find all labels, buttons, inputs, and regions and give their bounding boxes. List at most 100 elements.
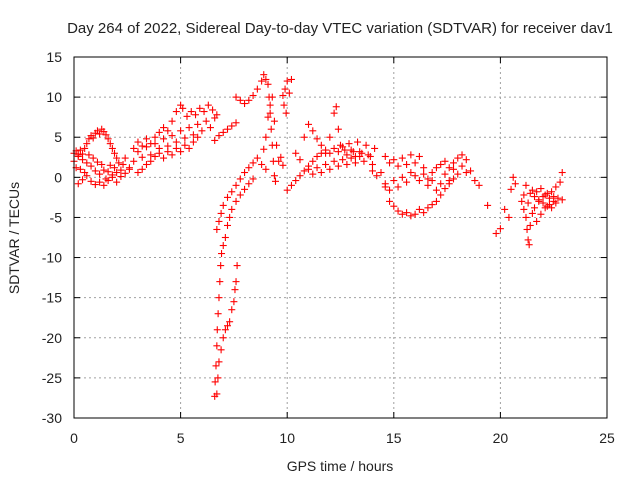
- data-point: [558, 169, 566, 177]
- data-point: [232, 181, 240, 189]
- data-point: [83, 159, 91, 167]
- data-point: [232, 278, 240, 286]
- data-point: [236, 96, 244, 104]
- data-point: [528, 186, 536, 194]
- data-point: [351, 159, 359, 167]
- data-point: [368, 167, 376, 175]
- data-point: [511, 180, 519, 188]
- data-point: [415, 205, 423, 213]
- data-point: [151, 152, 159, 160]
- data-point: [441, 157, 449, 165]
- data-point: [281, 85, 289, 93]
- data-point: [326, 165, 334, 173]
- data-point: [377, 169, 385, 177]
- data-point: [134, 169, 142, 177]
- data-point: [386, 159, 394, 167]
- data-point: [326, 133, 334, 141]
- data-point: [390, 156, 398, 164]
- axis-ticks: 0 5 10 15 20 25 -30 -25 -20 -15 -10 -5 0 5 10 15: [42, 49, 615, 446]
- data-point: [121, 154, 129, 162]
- data-point: [83, 172, 91, 180]
- data-point: [341, 146, 349, 154]
- data-point: [177, 127, 185, 135]
- data-point: [258, 77, 266, 85]
- data-point: [81, 144, 89, 152]
- data-point: [345, 140, 353, 148]
- data-point: [89, 134, 97, 142]
- data-point: [228, 306, 236, 314]
- data-point: [260, 71, 268, 79]
- data-point: [100, 166, 108, 174]
- data-point: [415, 152, 423, 160]
- data-point: [79, 176, 87, 184]
- data-point: [520, 191, 528, 199]
- data-point: [428, 177, 436, 185]
- data-point: [117, 173, 125, 181]
- data-point: [394, 183, 402, 191]
- data-point: [437, 160, 445, 168]
- data-point: [300, 133, 308, 141]
- data-point: [96, 178, 104, 186]
- data-point: [550, 193, 558, 201]
- data-point: [317, 141, 325, 149]
- data-point: [533, 217, 541, 225]
- data-point: [121, 169, 129, 177]
- data-point: [407, 169, 415, 177]
- data-point: [253, 85, 261, 93]
- data-point: [537, 210, 545, 218]
- data-point: [224, 322, 232, 330]
- data-point: [356, 152, 364, 160]
- data-point: [537, 185, 545, 193]
- data-point: [213, 225, 221, 233]
- y-tick-label: 0: [54, 169, 62, 185]
- data-point: [279, 161, 287, 169]
- data-point: [330, 157, 338, 165]
- data-point: [366, 152, 374, 160]
- data-point: [91, 167, 99, 175]
- y-tick-label: -10: [42, 250, 62, 266]
- data-point: [287, 181, 295, 189]
- data-point: [432, 197, 440, 205]
- data-point: [541, 191, 549, 199]
- chart-title: Day 264 of 2022, Sidereal Day-to-day VTE…: [67, 20, 613, 37]
- data-point: [179, 104, 187, 112]
- data-point: [264, 113, 272, 121]
- data-point: [533, 188, 541, 196]
- data-point: [471, 177, 479, 185]
- data-point: [492, 229, 500, 237]
- data-point: [108, 173, 116, 181]
- data-point: [253, 154, 261, 162]
- data-point: [215, 132, 223, 140]
- data-point: [283, 186, 291, 194]
- data-point: [119, 160, 127, 168]
- data-point: [212, 362, 220, 370]
- data-point: [177, 148, 185, 156]
- data-point: [368, 160, 376, 168]
- data-point: [475, 181, 483, 189]
- data-point: [262, 165, 270, 173]
- data-point: [398, 210, 406, 218]
- data-point: [548, 188, 556, 196]
- data-point: [501, 205, 509, 213]
- data-point: [449, 175, 457, 183]
- data-point: [147, 140, 155, 148]
- data-point: [98, 160, 106, 168]
- data-point: [309, 157, 317, 165]
- y-tick-label: 5: [54, 129, 62, 145]
- data-point: [155, 149, 163, 157]
- data-point: [280, 101, 288, 109]
- data-point: [305, 165, 313, 173]
- data-point: [142, 135, 150, 143]
- data-point: [245, 180, 253, 188]
- data-point: [317, 169, 325, 177]
- data-point: [213, 390, 221, 398]
- data-point: [219, 334, 227, 342]
- data-point: [386, 186, 394, 194]
- data-point: [204, 101, 212, 109]
- data-point: [172, 144, 180, 152]
- data-point: [160, 135, 168, 143]
- data-point: [420, 209, 428, 217]
- data-point: [194, 133, 202, 141]
- data-point: [437, 180, 445, 188]
- data-point: [221, 326, 229, 334]
